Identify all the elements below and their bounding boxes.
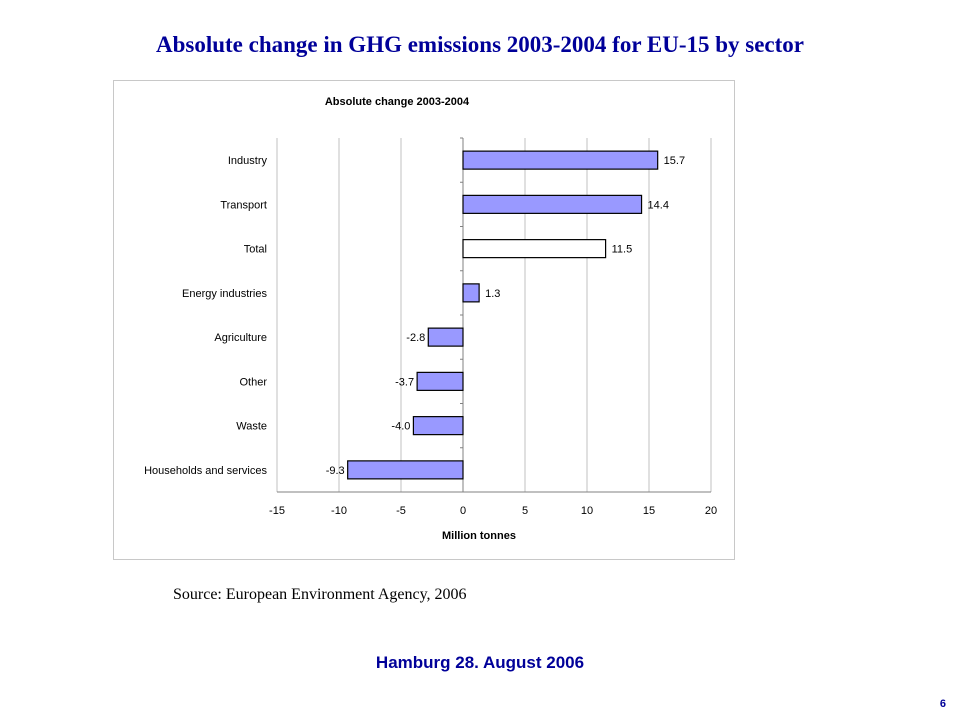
bar-waste [412, 416, 464, 436]
value-label: -9.3 [326, 465, 345, 477]
value-label: -3.7 [395, 376, 414, 388]
value-label: -4.0 [391, 421, 410, 433]
slide-title: Absolute change in GHG emissions 2003-20… [155, 32, 805, 57]
value-label: 15.7 [664, 155, 685, 167]
x-axis-ticks: -15 -10 -5 0 5 10 15 20 [269, 505, 717, 517]
x-tick-label: 10 [581, 505, 593, 517]
source-note: Source: European Environment Agency, 200… [173, 586, 467, 603]
category-label: Waste [236, 421, 267, 433]
value-label: 14.4 [648, 199, 669, 211]
bar-transport [462, 194, 643, 214]
bar-other [416, 371, 464, 391]
x-tick-label: -5 [396, 505, 406, 517]
bar-total [462, 239, 607, 259]
x-tick-label: 20 [705, 505, 717, 517]
x-tick-label: 5 [522, 505, 528, 517]
chart-panel: Absolute change 2003-2004 Industry 15.7 Tr… [113, 80, 735, 560]
category-label: Industry [228, 155, 268, 167]
bar-households-and-services [347, 460, 464, 480]
gridlines [276, 137, 712, 493]
category-label: Other [239, 376, 267, 388]
page-number: 6 [939, 698, 946, 710]
chart-title: Absolute change 2003-2004 [325, 96, 470, 108]
bar-industry [462, 150, 659, 170]
value-label: 1.3 [485, 288, 500, 300]
value-label: -2.8 [406, 332, 425, 344]
value-label: 11.5 [612, 244, 633, 256]
x-axis-label: Million tonnes [442, 530, 516, 542]
category-label: Total [244, 244, 267, 256]
bars [347, 150, 659, 480]
category-labels: Industry 15.7 Transport 14.4 Total 11.5 Energy… [144, 155, 685, 477]
bar-chart: Absolute change 2003-2004 Industry 15.7 Tr… [144, 96, 717, 542]
category-label: Transport [220, 199, 267, 211]
bar-agriculture [427, 327, 464, 347]
x-tick-label: 0 [460, 505, 466, 517]
bar-energy-industries [462, 283, 480, 303]
category-label: Energy industries [182, 288, 267, 300]
category-label: Agriculture [214, 332, 267, 344]
category-label: Households and services [144, 465, 267, 477]
x-tick-label: 15 [643, 505, 655, 517]
x-tick-label: -15 [269, 505, 285, 517]
footer-event-date: Hamburg 28. August 2006 [375, 653, 585, 672]
x-tick-label: -10 [331, 505, 347, 517]
